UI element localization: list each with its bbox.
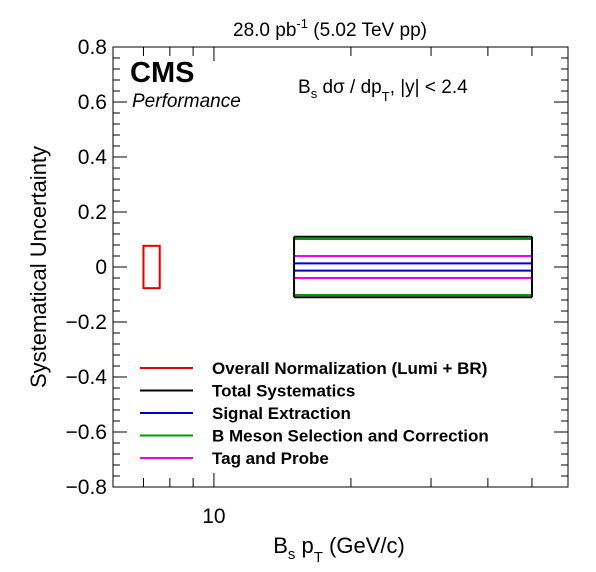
y-tick-label: 0.8 — [78, 36, 107, 59]
x-axis-label: Bs pT (GeV/c) — [273, 533, 405, 566]
xlabel-p: p — [295, 533, 313, 558]
legend-label-b-meson-selection-and-correction: B Meson Selection and Correction — [212, 427, 489, 446]
y-tick-label: 0.4 — [78, 146, 108, 169]
xlabel-b-sub: s — [288, 546, 296, 563]
xlabel-b: B — [273, 533, 288, 558]
y-tick-label: 0.6 — [78, 91, 107, 114]
observable-mid-sub: T — [382, 89, 390, 104]
y-tick-label: 0 — [95, 256, 107, 279]
observable-post: , |y| < 2.4 — [390, 77, 468, 98]
experiment-label: CMS — [130, 57, 194, 89]
xlabel-units: (GeV/c) — [323, 533, 405, 558]
y-major-ticks — [113, 46, 568, 488]
y-tick-label: −0.2 — [66, 311, 107, 334]
x-ticks — [112, 47, 569, 487]
title-lumi: 28.0 pb — [233, 20, 296, 41]
observable-label: Bs dσ / dpT, |y| < 2.4 — [298, 77, 468, 104]
y-tick-label: −0.6 — [66, 421, 107, 444]
uncertainty-boxes — [142, 235, 533, 299]
y-minor-ticks — [113, 57, 568, 477]
title-rest: (5.02 TeV pp) — [308, 20, 427, 41]
observable-b: B — [298, 77, 311, 98]
legend-label-tag-and-probe: Tag and Probe — [212, 449, 329, 468]
y-tick-labels: 0.8 0.6 0.4 0.2 0 −0.2 −0.4 −0.6 −0.8 — [66, 36, 108, 499]
chart-title: 28.0 pb-1 (5.02 TeV pp) — [233, 16, 427, 41]
xlabel-p-sub: T — [314, 549, 323, 566]
legend-label-signal-extraction: Signal Extraction — [212, 404, 351, 423]
observable-mid: dσ / dp — [317, 77, 382, 98]
y-tick-label: −0.4 — [66, 366, 108, 389]
observable-b-sub: s — [311, 86, 318, 101]
normalization-box — [142, 244, 161, 290]
title-lumi-exponent: -1 — [296, 16, 308, 31]
legend: Overall Normalization (Lumi + BR) Total S… — [140, 359, 489, 468]
legend-label-overall-normalization-lumi-br: Overall Normalization (Lumi + BR) — [212, 359, 487, 378]
status-label: Performance — [132, 91, 241, 112]
y-tick-label: −0.8 — [66, 476, 107, 499]
y-tick-label: 0.2 — [78, 201, 107, 224]
legend-label-total-systematics: Total Systematics — [212, 382, 355, 401]
x-tick-labels: 10 — [202, 505, 225, 528]
y-axis-label: Systematical Uncertainty — [26, 146, 51, 388]
x-tick-label: 10 — [202, 505, 225, 528]
